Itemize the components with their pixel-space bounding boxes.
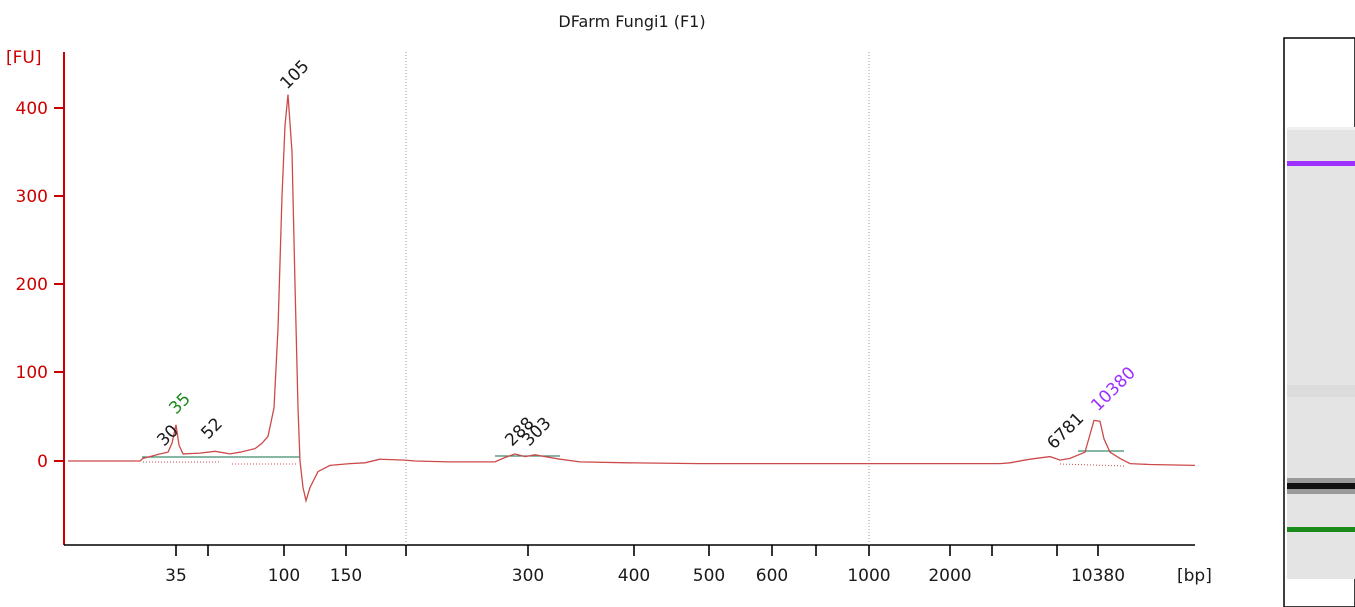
x-tick-label: 10380	[1071, 566, 1125, 586]
x-tick-label: 500	[693, 566, 725, 586]
x-tick-label: 600	[756, 566, 788, 586]
peak-baselines	[142, 450, 1124, 458]
electropherogram-trace	[68, 94, 1196, 504]
x-axis-label: [bp]	[1177, 566, 1212, 586]
gel-band-sample	[1287, 483, 1355, 489]
peak-label: 6781	[1043, 409, 1088, 454]
peak-label: 35	[165, 389, 194, 418]
x-tick-label: 2000	[928, 566, 971, 586]
peak-label: 105	[276, 56, 313, 93]
chart-title: DFarm Fungi1 (F1)	[558, 12, 705, 31]
x-tick-label: 1000	[847, 566, 890, 586]
x-tick-label: 150	[330, 566, 362, 586]
gel-band-upper-marker	[1287, 161, 1355, 166]
y-tick-label: 0	[37, 452, 48, 472]
y-tick-label: 200	[16, 275, 48, 295]
peak-area-guides	[143, 461, 1125, 467]
y-axis-label: [FU]	[6, 48, 42, 68]
peak-label: 52	[197, 414, 226, 443]
gel-lane	[1283, 37, 1355, 607]
x-tick-label: 400	[618, 566, 650, 586]
x-tick-label: 100	[268, 566, 300, 586]
x-tick-label: 300	[512, 566, 544, 586]
y-tick-label: 300	[16, 187, 48, 207]
peak-label: 10380	[1087, 363, 1139, 415]
gel-band-lower-marker	[1287, 527, 1355, 532]
peak-label: 30	[153, 421, 182, 450]
y-tick-label: 400	[16, 99, 48, 119]
x-tick-label: 35	[165, 566, 187, 586]
y-tick-label: 100	[16, 363, 48, 383]
